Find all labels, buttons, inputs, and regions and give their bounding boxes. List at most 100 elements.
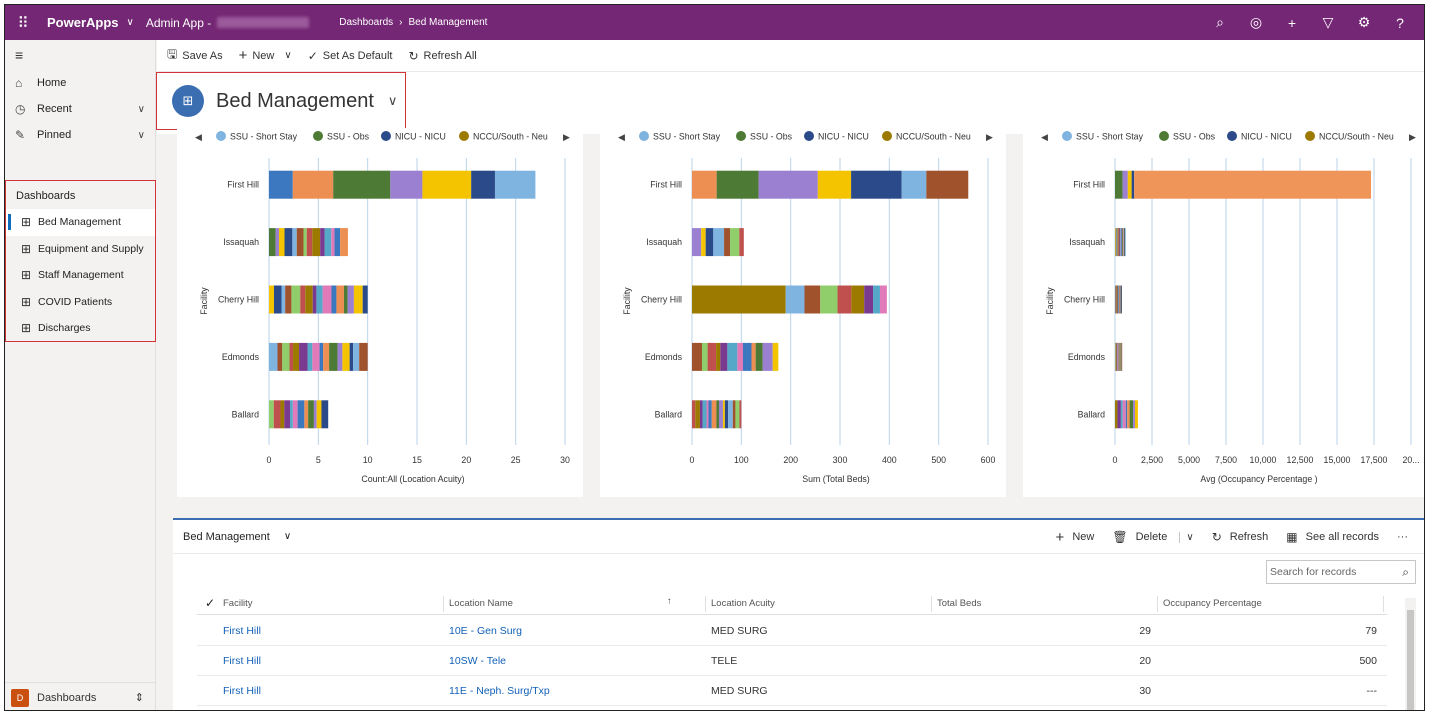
chevron-down-icon[interactable]: ∨ <box>137 129 145 141</box>
bar-segment[interactable] <box>1115 285 1117 314</box>
bar-segment[interactable] <box>718 400 723 429</box>
table-row[interactable]: First Hill 11E - Neph. Surg/Txp MED SURG… <box>197 676 1387 706</box>
bar-segment[interactable] <box>1121 342 1123 371</box>
bar-segment[interactable] <box>724 228 731 257</box>
grid-delete-button[interactable]: 🗑 Delete ∨ <box>1112 530 1194 544</box>
scrollbar-thumb[interactable] <box>1407 610 1414 710</box>
bar-segment[interactable] <box>1115 228 1116 257</box>
bar-segment[interactable] <box>282 342 290 371</box>
bar-segment[interactable] <box>716 170 759 199</box>
legend-prev-arrow[interactable]: ◀ <box>618 132 625 142</box>
column-facility[interactable]: Facility <box>223 598 253 609</box>
legend-entry[interactable]: SSU - Short Stay <box>1076 132 1144 142</box>
legend-entry[interactable]: SSU - Short Stay <box>230 132 298 142</box>
bar-segment[interactable] <box>724 400 729 429</box>
bar-segment[interactable] <box>727 342 738 371</box>
bar-segment[interactable] <box>716 400 719 429</box>
bar-segment[interactable] <box>742 342 752 371</box>
see-all-records-button[interactable]: ▦ See all records <box>1286 530 1379 544</box>
bar-segment[interactable] <box>292 400 298 429</box>
bar-segment[interactable] <box>1133 400 1136 429</box>
bar-segment[interactable] <box>306 228 313 257</box>
bar-segment[interactable] <box>321 400 329 429</box>
chevron-down-icon[interactable]: ∨ <box>387 93 398 108</box>
bar-segment[interactable] <box>290 400 293 429</box>
bar-segment[interactable] <box>269 342 278 371</box>
grid-new-button[interactable]: + New <box>1055 528 1095 546</box>
bar-segment[interactable] <box>300 285 306 314</box>
bar-segment[interactable] <box>1118 228 1119 257</box>
chevron-down-icon[interactable]: ∨ <box>284 50 292 61</box>
column-location-acuity[interactable]: Location Acuity <box>711 598 775 609</box>
bar-segment[interactable] <box>337 342 343 371</box>
bar-segment[interactable] <box>705 228 714 257</box>
gear-icon[interactable]: ⚙ <box>1357 14 1371 30</box>
bar-segment[interactable] <box>762 342 773 371</box>
bar-segment[interactable] <box>1123 228 1125 257</box>
bar-segment[interactable] <box>1124 228 1126 257</box>
chevron-down-icon[interactable]: ∨ <box>126 17 134 28</box>
filter-icon[interactable]: ▽ <box>1322 14 1334 30</box>
bar-segment[interactable] <box>785 285 805 314</box>
bar-segment[interactable] <box>699 400 703 429</box>
bar-segment[interactable] <box>1129 400 1134 429</box>
bar-segment[interactable] <box>707 342 717 371</box>
bar-segment[interactable] <box>343 285 348 314</box>
bar-segment[interactable] <box>751 342 756 371</box>
dashboard-selector[interactable]: ⊞ Bed Management ∨ <box>156 72 406 130</box>
bar-segment[interactable] <box>422 170 472 199</box>
bar-segment[interactable] <box>692 400 696 429</box>
bar-segment[interactable] <box>817 170 852 199</box>
bar-segment[interactable] <box>305 285 313 314</box>
bar-segment[interactable] <box>316 400 322 429</box>
column-location-name[interactable]: Location Name <box>449 598 513 609</box>
bar-segment[interactable] <box>702 400 707 429</box>
set-default-button[interactable]: ✓ Set As Default <box>307 48 393 63</box>
bar-segment[interactable] <box>289 342 294 371</box>
bar-segment[interactable] <box>1127 400 1130 429</box>
more-commands-button[interactable]: ··· <box>1397 531 1408 543</box>
bar-segment[interactable] <box>1124 228 1126 257</box>
sidebar-item-equipment[interactable]: ⊞ Equipment and Supply <box>6 236 155 263</box>
bar-segment[interactable] <box>1122 228 1124 257</box>
bar-segment[interactable] <box>1125 400 1128 429</box>
legend-entry[interactable]: NICU - NICU <box>1241 132 1292 142</box>
bar-segment[interactable] <box>758 170 818 199</box>
grid-refresh-button[interactable]: ↻ Refresh <box>1211 530 1269 544</box>
bar-segment[interactable] <box>716 342 721 371</box>
bar-segment[interactable] <box>308 400 314 429</box>
bar-segment[interactable] <box>312 285 317 314</box>
bar-segment[interactable] <box>1121 228 1122 257</box>
bar-segment[interactable] <box>316 285 323 314</box>
chevron-down-icon[interactable]: ∨ <box>137 103 145 115</box>
bar-segment[interactable] <box>269 400 274 429</box>
bar-segment[interactable] <box>864 285 874 314</box>
legend-entry[interactable]: NICU - NICU <box>395 132 446 142</box>
bar-segment[interactable] <box>1131 170 1135 199</box>
bar-segment[interactable] <box>1120 400 1123 429</box>
bar-segment[interactable] <box>1116 228 1118 257</box>
bar-segment[interactable] <box>285 285 292 314</box>
bar-segment[interactable] <box>1117 285 1119 314</box>
help-icon[interactable]: ? <box>1396 14 1404 31</box>
bar-segment[interactable] <box>320 228 325 257</box>
bar-segment[interactable] <box>692 342 702 371</box>
bar-segment[interactable] <box>713 228 725 257</box>
bar-segment[interactable] <box>837 285 852 314</box>
bar-segment[interactable] <box>329 342 338 371</box>
bar-segment[interactable] <box>1116 285 1118 314</box>
hamburger-icon[interactable]: ≡ <box>15 47 24 63</box>
bar-segment[interactable] <box>1120 342 1122 371</box>
bar-segment[interactable] <box>1122 400 1126 429</box>
bar-segment[interactable] <box>303 228 307 257</box>
bar-segment[interactable] <box>1119 342 1121 371</box>
facility-link[interactable]: First Hill <box>223 685 261 697</box>
bar-segment[interactable] <box>284 228 293 257</box>
bar-segment[interactable] <box>1134 170 1372 199</box>
bar-segment[interactable] <box>307 342 313 371</box>
bar-segment[interactable] <box>1121 285 1122 314</box>
bar-segment[interactable] <box>701 228 706 257</box>
bar-segment[interactable] <box>299 342 308 371</box>
bar-segment[interactable] <box>313 400 317 429</box>
bar-segment[interactable] <box>730 228 740 257</box>
